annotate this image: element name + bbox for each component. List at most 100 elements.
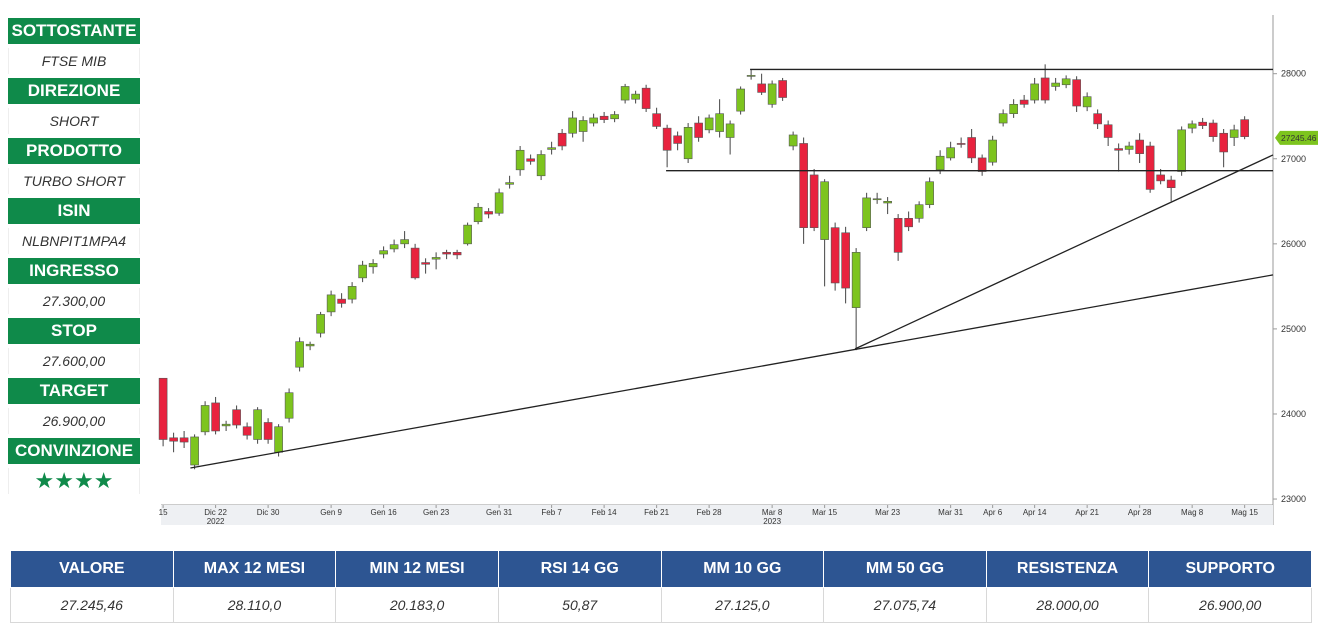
candle-body <box>1240 119 1249 137</box>
candle-body <box>547 147 556 150</box>
candle-body <box>326 294 336 313</box>
candle-body <box>1019 99 1029 105</box>
candle-body <box>988 139 997 163</box>
candle-body <box>316 314 325 334</box>
x-tick-label: Mag 15 <box>1231 508 1258 517</box>
candle-body <box>631 93 640 100</box>
table-cell: 27.245,46 <box>10 587 174 623</box>
panel-label: DIREZIONE <box>8 78 140 104</box>
candle-body <box>830 227 840 284</box>
table-header: MAX 12 MESI <box>172 550 337 588</box>
x-tick-label: Apr 6 <box>983 508 1003 517</box>
candle-body <box>578 120 588 132</box>
candle-body <box>568 117 577 134</box>
x-tick-label: Apr 14 <box>1023 508 1047 517</box>
x-tick-label: Gen 9 <box>320 508 342 517</box>
candle-body <box>221 423 231 427</box>
candle-body <box>1124 145 1134 150</box>
candle-body <box>169 437 178 442</box>
candle-body <box>253 409 262 440</box>
candle-body <box>358 264 367 279</box>
candle-body <box>704 117 714 131</box>
panel-value: ★★★★ <box>8 468 140 494</box>
candle-body <box>893 218 903 253</box>
year-label: 2022 <box>207 517 225 526</box>
candle-body <box>1208 122 1218 137</box>
table-header: MM 10 GG <box>660 550 825 588</box>
candle-body <box>1072 79 1081 107</box>
candle-body <box>526 158 535 162</box>
candle-body <box>1187 123 1197 129</box>
candle-body <box>925 181 934 206</box>
trend-line <box>190 274 1274 469</box>
x-tick-label: Feb 21 <box>644 508 669 517</box>
x-tick-label: 15 <box>159 508 168 517</box>
table-header: MIN 12 MESI <box>335 550 499 588</box>
x-tick-label: Apr 28 <box>1128 508 1152 517</box>
table-cell: 20.183,0 <box>335 587 499 623</box>
header-row: VALORE MAX 12 MESI MIN 12 MESI RSI 14 GG MM … <box>10 550 1312 588</box>
candle-body <box>599 115 609 120</box>
candle-body <box>211 402 220 432</box>
panel-label: PRODOTTO <box>8 138 140 164</box>
candle-body <box>1051 82 1060 87</box>
x-tick-label: Mag 8 <box>1181 508 1204 517</box>
x-tick-label: Mar 15 <box>812 508 837 517</box>
y-tick-label: 26000 <box>1281 239 1306 249</box>
candle-body <box>809 174 819 228</box>
candle-body <box>799 143 808 228</box>
table-cell: 28.000,00 <box>985 587 1150 623</box>
panel-label: TARGET <box>8 378 140 404</box>
y-tick-label: 27000 <box>1281 154 1306 164</box>
date-strip <box>161 505 1273 525</box>
candle-body <box>725 123 735 138</box>
candle-body <box>494 192 504 214</box>
value-row: 27.245,46 28.110,0 20.183,0 50,87 27.125,0 27… <box>10 587 1312 623</box>
y-tick-label: 28000 <box>1281 69 1306 79</box>
candle-body <box>347 286 357 300</box>
panel-value: 27.600,00 <box>8 348 140 374</box>
candle-body <box>1177 129 1186 172</box>
last-price-tag <box>1275 130 1318 145</box>
candle-body <box>1229 129 1239 138</box>
candle-body <box>694 122 703 138</box>
y-tick-label: 24000 <box>1281 409 1306 419</box>
candle-body <box>421 262 430 265</box>
candle-body <box>400 239 409 245</box>
panel-label: ISIN <box>8 198 140 224</box>
candle-body <box>967 137 976 159</box>
candle-body <box>998 113 1008 124</box>
candle-body <box>620 86 630 101</box>
candle-body <box>242 426 252 436</box>
candle-body <box>778 80 787 98</box>
candle-body <box>977 157 987 172</box>
candle-body <box>1156 174 1165 182</box>
table-header: RSI 14 GG <box>497 550 662 588</box>
x-tick-label: Feb 14 <box>592 508 617 517</box>
candle-body <box>452 252 462 256</box>
candle-body <box>851 252 861 308</box>
candle-body <box>263 422 273 440</box>
candle-body <box>862 197 871 228</box>
panel-value: 26.900,00 <box>8 408 140 434</box>
year-label: 2023 <box>763 517 781 526</box>
chart: 23000 24000 25000 26000 27000 28000 15 Dic 22 Di… <box>159 15 1318 526</box>
candle-body <box>904 218 913 228</box>
panel-value: NLBNPIT1MPA4 <box>8 228 140 254</box>
x-tick-label: Gen 16 <box>370 508 397 517</box>
trend-line <box>854 154 1274 350</box>
x-tick-label: Gen 23 <box>423 508 450 517</box>
candle-body <box>652 113 661 127</box>
panel-label: CONVINZIONE <box>8 438 140 464</box>
candle-body <box>872 198 882 201</box>
last-price-label: 27245.46 <box>1281 133 1317 143</box>
candle-body <box>683 126 693 160</box>
table-cell: 27.075,74 <box>823 587 987 623</box>
y-tick-label: 23000 <box>1281 494 1306 504</box>
plot-area <box>161 15 1273 505</box>
candle-body <box>746 75 756 77</box>
stats-table: VALORE MAX 12 MESI MIN 12 MESI RSI 14 GG MM … <box>10 550 1312 623</box>
candle-body <box>935 155 945 171</box>
candle-body <box>1061 78 1071 86</box>
candle-body <box>956 143 966 145</box>
